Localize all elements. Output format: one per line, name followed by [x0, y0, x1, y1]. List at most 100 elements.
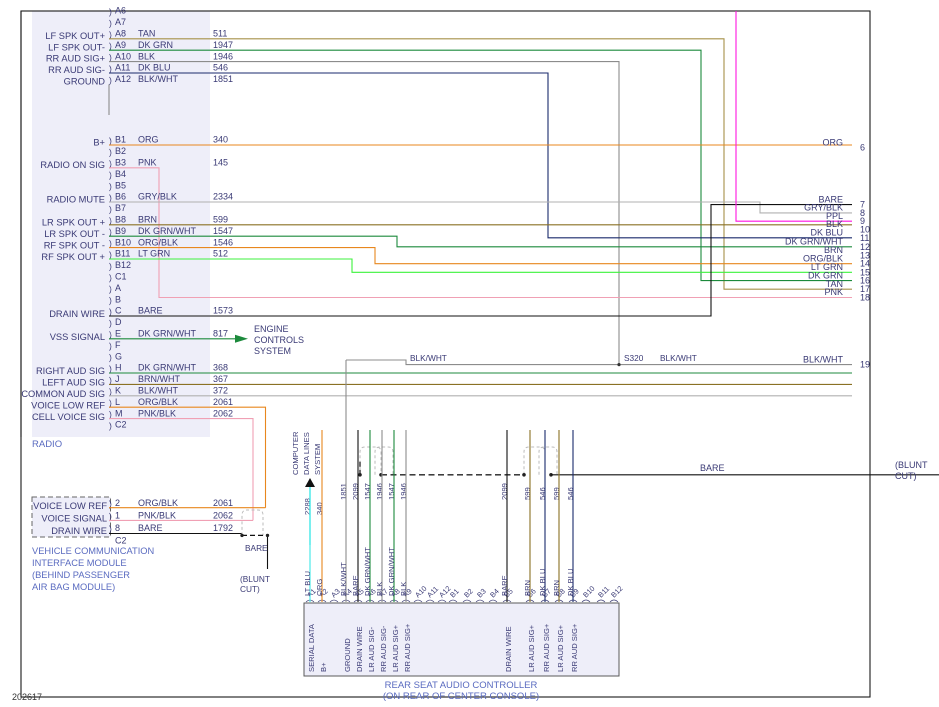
svg-text:2334: 2334	[213, 192, 233, 202]
svg-text:LEFT AUD SIG: LEFT AUD SIG	[42, 378, 105, 388]
svg-text:RF SPK OUT -: RF SPK OUT -	[44, 241, 105, 251]
svg-text:RIGHT AUD SIG: RIGHT AUD SIG	[36, 366, 105, 376]
svg-text:BRN: BRN	[523, 580, 532, 596]
svg-text:B3: B3	[475, 587, 488, 600]
svg-text:BRN/WHT: BRN/WHT	[138, 374, 180, 384]
svg-text:1573: 1573	[213, 306, 233, 316]
svg-text:B9: B9	[115, 226, 126, 236]
svg-text:C1: C1	[115, 272, 127, 282]
svg-text:S320: S320	[624, 353, 644, 363]
svg-text:1: 1	[115, 511, 120, 521]
svg-text:1547: 1547	[363, 483, 372, 500]
svg-text:367: 367	[213, 374, 228, 384]
svg-text:DK GRN/WHT: DK GRN/WHT	[387, 547, 396, 596]
svg-text:B11: B11	[115, 249, 130, 259]
svg-text:B12: B12	[115, 260, 131, 270]
svg-text:1946: 1946	[375, 483, 384, 500]
svg-text:E: E	[115, 329, 121, 339]
svg-text:2: 2	[115, 498, 120, 508]
svg-text:ORG/BLK: ORG/BLK	[138, 498, 178, 508]
svg-text:(BLUNT: (BLUNT	[895, 460, 928, 470]
svg-text:A8: A8	[115, 29, 126, 39]
svg-text:B7: B7	[115, 203, 126, 213]
svg-text:8: 8	[115, 523, 120, 533]
svg-text:BLK/WHT: BLK/WHT	[660, 353, 697, 363]
svg-text:REAR SEAT AUDIO CONTROLLER: REAR SEAT AUDIO CONTROLLER	[385, 680, 538, 691]
svg-text:1851: 1851	[339, 483, 348, 500]
svg-text:INTERFACE MODULE: INTERFACE MODULE	[32, 558, 127, 568]
svg-text:340: 340	[315, 502, 324, 515]
svg-text:B+: B+	[93, 138, 105, 148]
svg-text:BRN: BRN	[552, 580, 561, 596]
svg-text:SERIAL DATA: SERIAL DATA	[307, 623, 316, 672]
svg-text:SYSTEM: SYSTEM	[254, 346, 291, 356]
svg-text:DRAIN WIRE: DRAIN WIRE	[355, 626, 364, 672]
svg-text:CUT): CUT)	[240, 584, 260, 594]
svg-text:ENGINE: ENGINE	[254, 324, 289, 334]
svg-text:AIR BAG MODULE): AIR BAG MODULE)	[32, 582, 115, 592]
svg-text:BRN: BRN	[138, 215, 157, 225]
svg-text:BARE: BARE	[138, 523, 163, 533]
svg-text:VOICE SIGNAL: VOICE SIGNAL	[41, 514, 107, 524]
svg-text:PNK: PNK	[824, 287, 843, 297]
svg-text:599: 599	[213, 215, 228, 225]
svg-text:546: 546	[538, 487, 547, 500]
svg-text:B: B	[115, 294, 121, 304]
svg-text:BARE: BARE	[245, 543, 268, 553]
svg-text:K: K	[115, 386, 121, 396]
svg-text:CELL VOICE SIG: CELL VOICE SIG	[32, 412, 105, 422]
svg-text:F: F	[115, 340, 121, 350]
svg-text:(BEHIND PASSENGER: (BEHIND PASSENGER	[32, 570, 130, 580]
svg-text:A6: A6	[115, 6, 126, 16]
svg-text:B4: B4	[115, 169, 126, 179]
svg-text:BLK: BLK	[399, 582, 408, 596]
svg-text:1946: 1946	[399, 483, 408, 500]
svg-text:COMMON AUD SIG: COMMON AUD SIG	[21, 389, 105, 399]
svg-text:COMPUTER: COMPUTER	[291, 431, 300, 475]
svg-text:LR AUD SIG+: LR AUD SIG+	[391, 624, 400, 672]
svg-text:BARE: BARE	[351, 575, 360, 596]
svg-text:ORG: ORG	[822, 137, 843, 147]
svg-text:RADIO: RADIO	[32, 439, 62, 450]
svg-text:599: 599	[523, 487, 532, 500]
svg-text:LR SPK OUT -: LR SPK OUT -	[44, 229, 105, 239]
svg-text:VOICE LOW REF: VOICE LOW REF	[31, 401, 105, 411]
svg-text:M: M	[115, 408, 123, 418]
svg-text:2062: 2062	[213, 408, 233, 418]
svg-text:BLK/WHT: BLK/WHT	[803, 354, 844, 364]
svg-text:599: 599	[552, 487, 561, 500]
svg-text:B10: B10	[115, 237, 131, 247]
svg-text:B5: B5	[115, 180, 126, 190]
svg-text:1851: 1851	[213, 74, 233, 84]
svg-text:RADIO ON SIG: RADIO ON SIG	[40, 160, 105, 170]
svg-text:RR AUD SIG-: RR AUD SIG-	[48, 65, 105, 75]
svg-text:2099: 2099	[500, 483, 509, 500]
svg-text:C2: C2	[115, 536, 127, 546]
svg-text:DATA LINES: DATA LINES	[302, 432, 311, 475]
svg-text:ORG: ORG	[315, 579, 324, 596]
svg-text:C2: C2	[115, 420, 127, 430]
svg-text:L: L	[115, 397, 120, 407]
svg-text:PNK/BLK: PNK/BLK	[138, 408, 176, 418]
svg-text:SYSTEM: SYSTEM	[313, 444, 322, 475]
svg-text:BLK: BLK	[138, 51, 155, 61]
svg-text:RR AUD SIG-: RR AUD SIG-	[379, 625, 388, 672]
svg-text:B12: B12	[609, 584, 625, 600]
svg-text:546: 546	[213, 63, 228, 73]
svg-text:PNK/BLK: PNK/BLK	[138, 511, 176, 521]
svg-text:B2: B2	[462, 587, 475, 600]
svg-text:LF SPK OUT+: LF SPK OUT+	[45, 31, 105, 41]
svg-text:ORG: ORG	[138, 135, 159, 145]
svg-text:DK GRN/WHT: DK GRN/WHT	[363, 547, 372, 596]
svg-text:CONTROLS: CONTROLS	[254, 335, 304, 345]
svg-text:BLK/WHT: BLK/WHT	[410, 353, 447, 363]
svg-text:DK BLU: DK BLU	[538, 569, 547, 596]
svg-text:512: 512	[213, 249, 228, 259]
svg-text:DK GRN/WHT: DK GRN/WHT	[138, 363, 196, 373]
svg-text:VOICE LOW REF: VOICE LOW REF	[33, 501, 107, 511]
svg-text:TAN: TAN	[138, 29, 155, 39]
svg-text:A12: A12	[115, 74, 131, 84]
svg-text:BARE: BARE	[700, 463, 725, 473]
svg-text:546: 546	[566, 487, 575, 500]
svg-text:(ON REAR OF CENTER CONSOLE): (ON REAR OF CENTER CONSOLE)	[383, 691, 539, 702]
